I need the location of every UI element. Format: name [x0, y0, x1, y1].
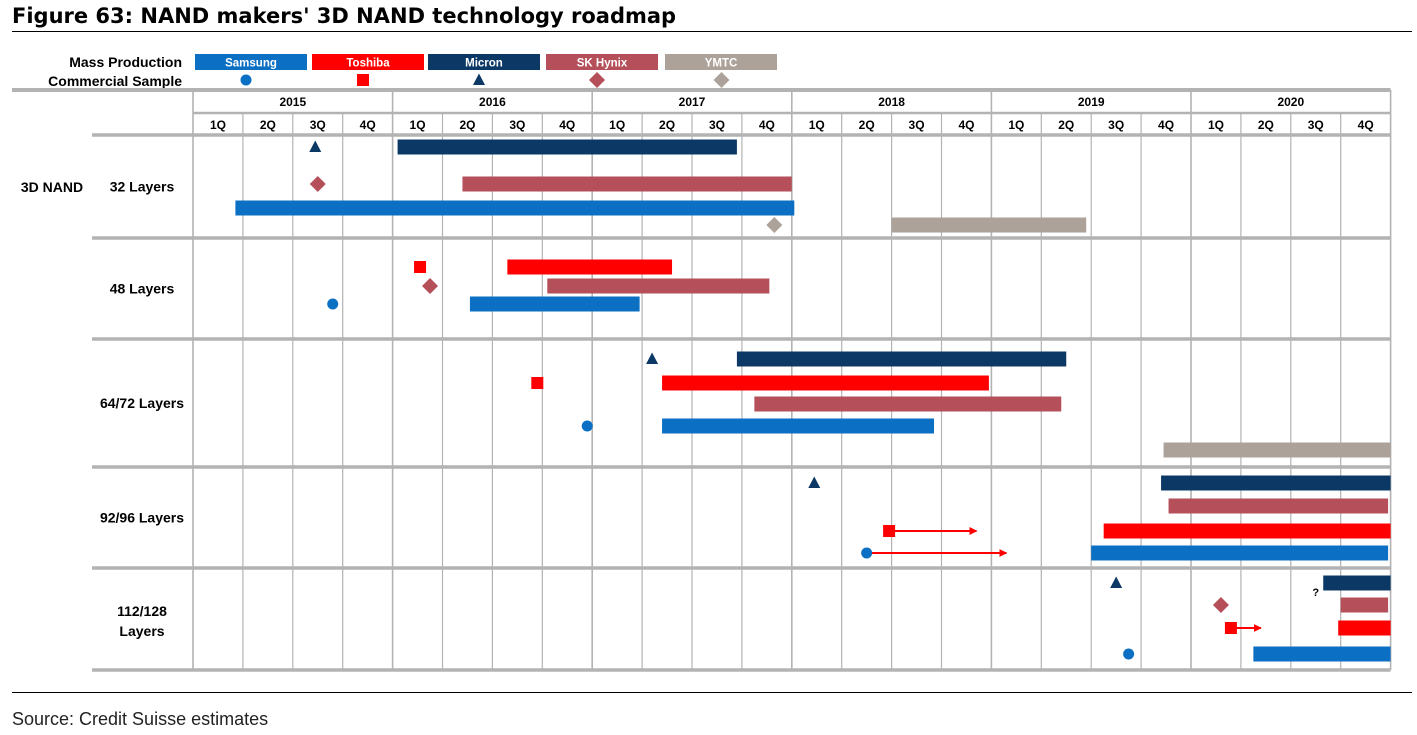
bar-92-96-layers-toshiba	[1103, 523, 1391, 539]
row-note-question-mark: ?	[1312, 587, 1319, 599]
quarter-label: 4Q	[759, 118, 775, 132]
section-label-3d-nand: 3D NAND	[21, 179, 83, 195]
bar-64-72-layers-samsung	[662, 418, 935, 434]
legend-marker-sk-hynix	[589, 72, 605, 88]
title-rule	[12, 31, 1412, 32]
bar-112-128-layers-sk-hynix	[1340, 597, 1389, 613]
year-label-2019: 2019	[1078, 95, 1105, 109]
sample-markers: ?	[309, 140, 1319, 660]
legend-marker-toshiba	[357, 74, 369, 86]
bottom-rule	[12, 692, 1412, 693]
quarter-label: 2Q	[260, 118, 276, 132]
legend-marker-ymtc	[713, 72, 730, 88]
quarter-label: 2Q	[1058, 118, 1074, 132]
bar-32-layers-micron	[397, 139, 737, 155]
quarter-label: 3Q	[709, 118, 725, 132]
legend: Mass Production Commercial Sample Samsung T…	[48, 54, 777, 89]
row-label-64-72-layers: 64/72 Layers	[100, 395, 184, 411]
bar-48-layers-samsung	[469, 296, 640, 312]
bar-64-72-layers-ymtc	[1163, 442, 1391, 458]
quarter-label: 1Q	[809, 118, 825, 132]
legend-swatch-sk-hynix	[546, 54, 658, 70]
legend-marker-samsung	[240, 74, 252, 86]
bar-32-layers-samsung	[235, 200, 795, 216]
bar-64-72-layers-toshiba	[662, 375, 989, 391]
bar-92-96-layers-samsung	[1091, 545, 1389, 561]
quarter-label: 2Q	[859, 118, 875, 132]
bar-112-128-layers-samsung	[1253, 646, 1391, 662]
legend-mass-production-label: Mass Production	[69, 54, 182, 70]
quarter-label: 2Q	[1258, 118, 1274, 132]
year-label-2015: 2015	[279, 95, 306, 109]
production-bars	[235, 139, 1391, 662]
bar-64-72-layers-micron	[736, 351, 1067, 367]
quarter-label: 3Q	[909, 118, 925, 132]
quarter-label: 1Q	[1208, 118, 1224, 132]
year-label-2018: 2018	[878, 95, 905, 109]
legend-label-toshiba: Toshiba	[346, 58, 390, 70]
sample-48-layers-sk-hynix	[422, 278, 439, 294]
quarter-label: 4Q	[958, 118, 974, 132]
sample-112-128-layers-toshiba	[1224, 622, 1237, 634]
legend-label-samsung: Samsung	[225, 58, 277, 70]
bar-112-128-layers-toshiba	[1338, 620, 1391, 636]
sample-92-96-layers-toshiba	[883, 525, 896, 537]
sample-32-layers-sk-hynix	[309, 176, 326, 192]
quarter-label: 3Q	[1108, 118, 1124, 132]
legend-label-micron: Micron	[465, 58, 503, 70]
quarter-label: 4Q	[360, 118, 376, 132]
row-label-48-layers: 48 Layers	[110, 281, 175, 297]
quarter-label: 4Q	[1358, 118, 1374, 132]
bar-48-layers-toshiba	[507, 259, 673, 275]
bar-48-layers-sk-hynix	[547, 278, 770, 294]
quarter-label: 4Q	[559, 118, 575, 132]
sample-64-72-layers-micron	[646, 352, 659, 364]
legend-marker-micron	[473, 73, 485, 85]
sample-64-72-layers-samsung	[581, 420, 593, 432]
quarter-label: 1Q	[210, 118, 226, 132]
sample-32-layers-ymtc	[766, 217, 783, 233]
figure-title: Figure 63: NAND makers' 3D NAND technolo…	[12, 4, 677, 28]
year-label-2016: 2016	[479, 95, 506, 109]
source-note: Source: Credit Suisse estimates	[12, 709, 269, 729]
sample-64-72-layers-toshiba	[531, 377, 544, 389]
quarter-label: 3Q	[310, 118, 326, 132]
sample-112-128-layers-samsung	[1123, 648, 1135, 660]
legend-swatch-toshiba	[312, 54, 424, 70]
quarter-label: 1Q	[410, 118, 426, 132]
bar-32-layers-sk-hynix	[462, 176, 792, 192]
quarter-label: 2Q	[659, 118, 675, 132]
legend-swatch-ymtc	[665, 54, 777, 70]
quarter-label: 1Q	[609, 118, 625, 132]
quarter-label: 3Q	[1308, 118, 1324, 132]
row-label-92-96-layers: 92/96 Layers	[100, 510, 184, 526]
quarter-label: 2Q	[459, 118, 475, 132]
sample-48-layers-samsung	[327, 298, 339, 310]
sample-48-layers-toshiba	[414, 261, 427, 273]
legend-label-ymtc: YMTC	[705, 58, 738, 70]
year-label-2017: 2017	[679, 95, 706, 109]
sample-92-96-layers-micron	[808, 476, 821, 488]
bar-64-72-layers-sk-hynix	[754, 396, 1062, 412]
sample-32-layers-micron	[309, 140, 322, 152]
quarter-label: 1Q	[1008, 118, 1024, 132]
row-label-112-128-layers: 112/128	[117, 603, 167, 619]
bar-112-128-layers-micron	[1323, 575, 1391, 591]
quarter-label: 4Q	[1158, 118, 1174, 132]
sample-92-96-layers-samsung	[861, 547, 873, 559]
legend-swatch-samsung	[195, 54, 307, 70]
year-label-2020: 2020	[1277, 95, 1304, 109]
legend-commercial-sample-label: Commercial Sample	[48, 73, 182, 89]
sample-112-128-layers-sk-hynix	[1212, 597, 1229, 613]
legend-label-sk-hynix: SK Hynix	[577, 58, 628, 70]
bar-92-96-layers-sk-hynix	[1168, 498, 1389, 514]
row-label-32-layers: 32 Layers	[110, 179, 175, 195]
quarter-label: 3Q	[509, 118, 525, 132]
sample-112-128-layers-micron	[1110, 576, 1123, 588]
bar-32-layers-ymtc	[891, 217, 1087, 233]
legend-swatch-micron	[428, 54, 540, 70]
row-label-112-128-layers-line2: Layers	[119, 623, 164, 639]
bar-92-96-layers-micron	[1161, 475, 1391, 491]
